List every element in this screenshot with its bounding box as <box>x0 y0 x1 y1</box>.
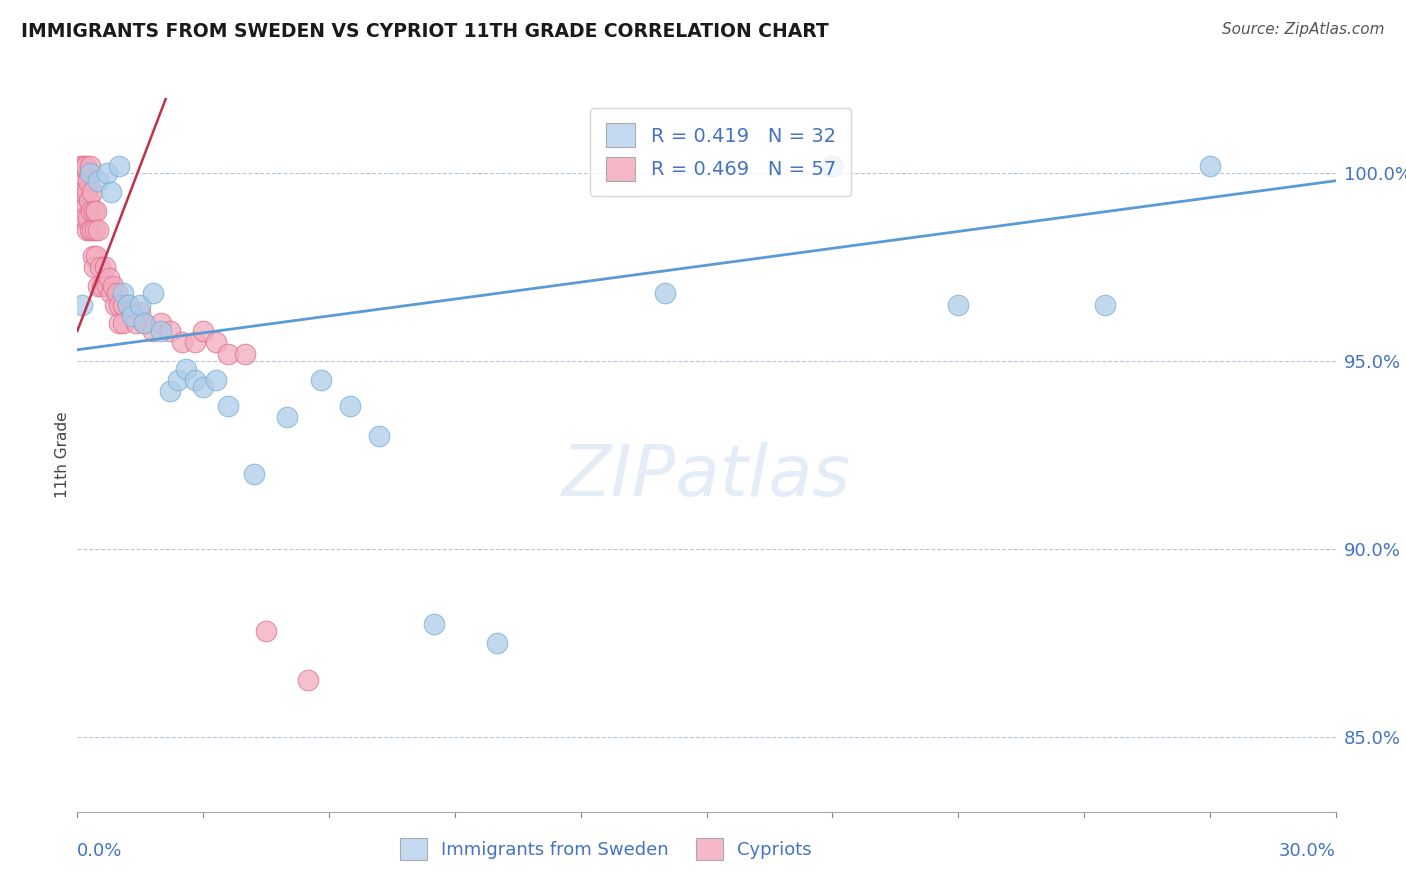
Point <box>204 335 226 350</box>
Point <box>142 286 165 301</box>
Point <box>87 222 110 236</box>
Point <box>76 174 98 188</box>
Point <box>191 324 215 338</box>
Y-axis label: 11th Grade: 11th Grade <box>55 411 70 499</box>
Point <box>100 286 122 301</box>
Point <box>69 159 91 173</box>
Point <box>276 410 298 425</box>
Point <box>83 260 105 274</box>
Point <box>72 203 94 218</box>
Point <box>309 373 332 387</box>
Point <box>1094 298 1116 312</box>
Point <box>654 286 676 301</box>
Point <box>117 298 139 312</box>
Point <box>297 673 319 688</box>
Point <box>89 260 111 274</box>
Point <box>150 324 173 338</box>
Point <box>368 429 391 443</box>
Point <box>112 298 135 312</box>
Point <box>79 222 101 236</box>
Point <box>87 279 110 293</box>
Point <box>159 324 181 338</box>
Point <box>97 271 120 285</box>
Point <box>101 279 124 293</box>
Point <box>67 174 90 188</box>
Point <box>72 185 94 199</box>
Point <box>423 616 446 631</box>
Point <box>96 166 118 180</box>
Point <box>121 305 143 319</box>
Point <box>84 222 107 236</box>
Point <box>112 317 135 331</box>
Point <box>485 636 508 650</box>
Point <box>67 193 90 207</box>
Point <box>150 317 173 331</box>
Text: IMMIGRANTS FROM SWEDEN VS CYPRIOT 11TH GRADE CORRELATION CHART: IMMIGRANTS FROM SWEDEN VS CYPRIOT 11TH G… <box>21 22 830 41</box>
Point <box>204 373 226 387</box>
Point <box>108 159 131 173</box>
Point <box>217 346 239 360</box>
Point <box>72 159 94 173</box>
Point <box>87 174 110 188</box>
Point <box>184 373 207 387</box>
Point <box>108 298 131 312</box>
Point <box>79 159 101 173</box>
Point <box>73 211 96 226</box>
Point <box>217 399 239 413</box>
Point <box>1198 159 1220 173</box>
Point <box>80 222 103 236</box>
Point <box>108 317 131 331</box>
Text: Source: ZipAtlas.com: Source: ZipAtlas.com <box>1222 22 1385 37</box>
Point <box>821 159 844 173</box>
Point <box>191 380 215 394</box>
Text: 0.0%: 0.0% <box>77 842 122 860</box>
Point <box>76 222 98 236</box>
Point <box>129 305 152 319</box>
Point <box>125 317 148 331</box>
Point <box>159 384 181 398</box>
Point <box>117 298 139 312</box>
Point <box>75 159 97 173</box>
Point <box>91 279 114 293</box>
Point <box>129 298 152 312</box>
Point <box>77 193 100 207</box>
Point <box>112 286 135 301</box>
Text: ZIPatlas: ZIPatlas <box>562 442 851 511</box>
Point <box>948 298 970 312</box>
Point <box>105 286 128 301</box>
Point <box>254 624 277 639</box>
Point <box>96 279 118 293</box>
Text: 30.0%: 30.0% <box>1279 842 1336 860</box>
Point <box>184 335 207 350</box>
Point <box>76 185 98 199</box>
Point <box>233 346 256 360</box>
Point <box>339 399 361 413</box>
Point <box>167 373 190 387</box>
Point <box>93 260 115 274</box>
Point <box>134 317 156 331</box>
Point <box>242 467 264 481</box>
Point <box>176 361 198 376</box>
Point <box>70 185 93 199</box>
Point <box>84 203 107 218</box>
Point <box>70 211 93 226</box>
Point <box>80 185 103 199</box>
Point <box>121 309 143 323</box>
Point <box>142 324 165 338</box>
Point <box>83 203 105 218</box>
Point <box>84 249 107 263</box>
Point <box>104 298 127 312</box>
Point <box>82 249 104 263</box>
Point <box>80 203 103 218</box>
Point <box>100 185 122 199</box>
Point <box>79 166 101 180</box>
Point <box>76 211 98 226</box>
Point <box>172 335 194 350</box>
Point <box>134 317 156 331</box>
Legend: Immigrants from Sweden, Cypriots: Immigrants from Sweden, Cypriots <box>392 830 820 867</box>
Point <box>70 298 93 312</box>
